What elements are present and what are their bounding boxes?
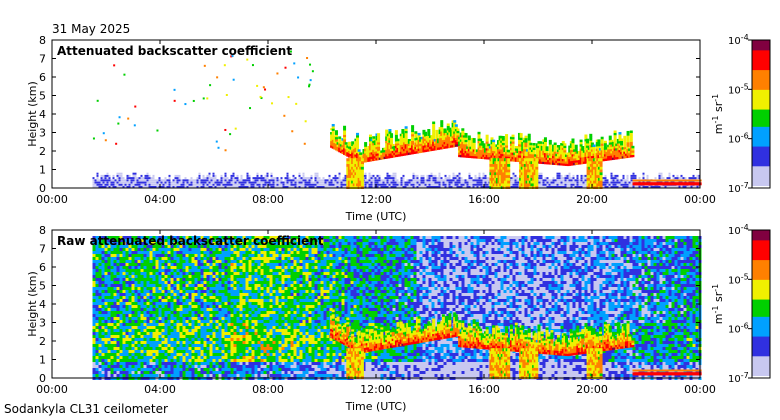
x-tick-label: 08:00	[252, 383, 284, 396]
panel-title: Attenuated backscatter coefficient	[57, 44, 292, 58]
y-tick-label: 2	[39, 335, 46, 348]
x-tick-label: 12:00	[360, 193, 392, 206]
y-tick-label: 5	[39, 280, 46, 293]
backscatter-field	[52, 40, 701, 188]
y-tick-label: 8	[39, 224, 46, 237]
x-tick-label: 16:00	[468, 383, 500, 396]
y-tick-label: 7	[39, 53, 46, 66]
footer-label: Sodankyla CL31 ceilometer	[4, 402, 168, 416]
y-tick-label: 4	[39, 298, 46, 311]
y-axis-label: Height (km)	[26, 81, 39, 147]
y-tick-label: 4	[39, 108, 46, 121]
y-tick-label: 1	[39, 354, 46, 367]
x-tick-label: 08:00	[252, 193, 284, 206]
y-tick-label: 6	[39, 71, 46, 84]
colorbar-tick-label: 10-7	[728, 371, 749, 385]
x-tick-label: 20:00	[576, 193, 608, 206]
x-tick-label: 12:00	[360, 383, 392, 396]
x-tick-label: 16:00	[468, 193, 500, 206]
x-tick-label: 20:00	[576, 383, 608, 396]
x-tick-label: 00:00	[36, 193, 68, 206]
y-tick-label: 1	[39, 164, 46, 177]
x-tick-label: 04:00	[144, 193, 176, 206]
y-tick-label: 5	[39, 90, 46, 103]
panel-title: Raw attenuated backscatter coefficient	[57, 234, 324, 248]
colorbar: 10-7 10-6 10-5 10-4 m-1 sr-1	[711, 33, 770, 195]
x-axis-label: Time (UTC)	[345, 210, 407, 223]
y-tick-label: 8	[39, 34, 46, 47]
x-axis-label: Time (UTC)	[345, 400, 407, 413]
colorbar-tick-label: 10-6	[728, 132, 749, 146]
colorbar-tick-label: 10-5	[728, 82, 749, 96]
y-axis-label: Height (km)	[26, 271, 39, 337]
x-tick-label: 00:00	[684, 383, 716, 396]
panel-attenuated: Attenuated backscatter coefficient012345…	[26, 33, 770, 223]
colorbar-unit-label: m-1 sr-1	[711, 284, 725, 324]
x-tick-label: 00:00	[36, 383, 68, 396]
y-tick-label: 2	[39, 145, 46, 158]
colorbar-tick-label: 10-4	[728, 33, 749, 47]
colorbar-tick-label: 10-4	[728, 223, 749, 237]
y-tick-label: 6	[39, 261, 46, 274]
colorbar-tick-label: 10-6	[728, 322, 749, 336]
y-tick-label: 3	[39, 317, 46, 330]
y-tick-label: 7	[39, 243, 46, 256]
colorbar: 10-7 10-6 10-5 10-4 m-1 sr-1	[711, 223, 770, 385]
colorbar-unit-label: m-1 sr-1	[711, 94, 725, 134]
colorbar-tick-label: 10-7	[728, 181, 749, 195]
backscatter-field	[52, 230, 702, 380]
panel-raw: Raw attenuated backscatter coefficient01…	[26, 223, 770, 413]
y-tick-label: 3	[39, 127, 46, 140]
x-tick-label: 04:00	[144, 383, 176, 396]
colorbar-tick-label: 10-5	[728, 272, 749, 286]
x-tick-label: 00:00	[684, 193, 716, 206]
date-label: 31 May 2025	[52, 22, 130, 36]
